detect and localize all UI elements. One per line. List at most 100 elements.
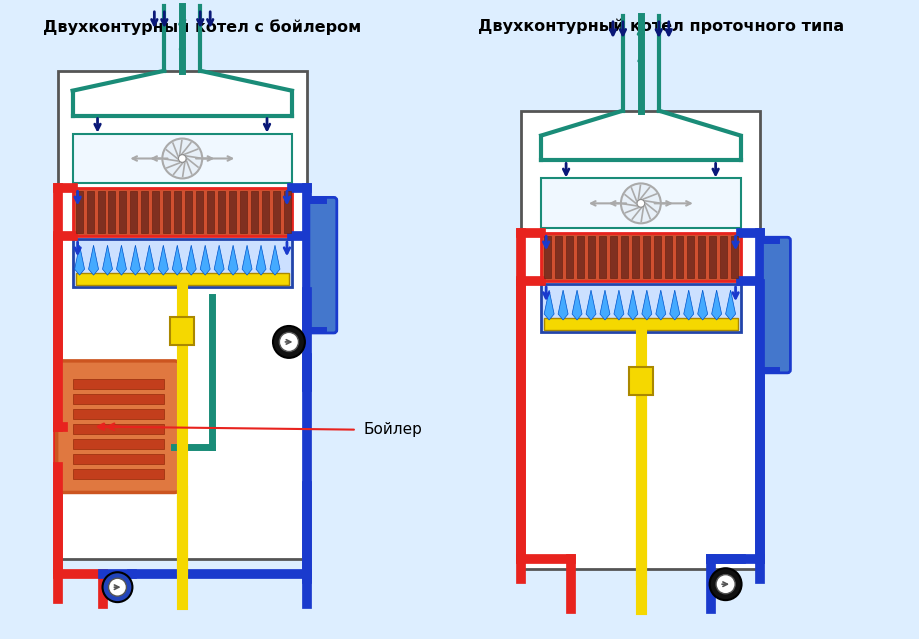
Bar (73, 424, 165, 434)
Bar (262, 192, 268, 233)
Bar (284, 192, 290, 233)
Bar (543, 236, 550, 278)
Bar (73, 189, 291, 236)
Bar (164, 192, 170, 233)
Polygon shape (558, 290, 567, 320)
Bar (218, 192, 225, 233)
Polygon shape (599, 290, 609, 320)
Bar (97, 192, 105, 233)
Bar (73, 239, 291, 287)
Polygon shape (117, 245, 126, 275)
Polygon shape (585, 290, 596, 320)
Bar (196, 192, 203, 233)
Bar (185, 192, 192, 233)
Bar (273, 192, 279, 233)
Bar (75, 192, 83, 233)
Polygon shape (269, 245, 279, 275)
Circle shape (178, 155, 186, 162)
Circle shape (709, 568, 741, 600)
Bar (565, 236, 573, 278)
Bar (664, 236, 671, 278)
Polygon shape (214, 245, 224, 275)
Bar (174, 192, 181, 233)
Bar (587, 236, 595, 278)
Polygon shape (74, 245, 85, 275)
Polygon shape (186, 245, 196, 275)
Polygon shape (641, 290, 652, 320)
Polygon shape (130, 245, 141, 275)
Polygon shape (697, 290, 707, 320)
FancyBboxPatch shape (762, 237, 789, 373)
Bar (675, 236, 682, 278)
Bar (170, 317, 194, 345)
Bar (598, 236, 606, 278)
Bar (708, 236, 715, 278)
Bar (653, 236, 660, 278)
Polygon shape (158, 245, 168, 275)
Bar (86, 192, 94, 233)
Bar (73, 454, 165, 463)
Bar (73, 134, 291, 183)
Polygon shape (102, 245, 112, 275)
Bar (58, 71, 307, 559)
Circle shape (715, 574, 734, 594)
Bar (686, 236, 693, 278)
Bar (251, 192, 257, 233)
Polygon shape (172, 245, 182, 275)
Bar (108, 192, 116, 233)
Polygon shape (669, 290, 679, 320)
Circle shape (273, 326, 304, 358)
Bar (576, 236, 584, 278)
Bar (119, 192, 126, 233)
Circle shape (636, 199, 644, 207)
Polygon shape (228, 245, 238, 275)
Bar (631, 236, 638, 278)
Polygon shape (144, 245, 154, 275)
Bar (73, 394, 165, 404)
Polygon shape (711, 290, 720, 320)
Bar (73, 438, 165, 449)
Polygon shape (242, 245, 252, 275)
Polygon shape (655, 290, 665, 320)
Bar (207, 192, 214, 233)
Bar (609, 236, 617, 278)
Bar (620, 236, 627, 278)
Polygon shape (613, 290, 623, 320)
Bar (719, 236, 726, 278)
Bar (730, 236, 737, 278)
Polygon shape (572, 290, 582, 320)
Polygon shape (725, 290, 735, 320)
Polygon shape (88, 245, 98, 275)
Bar (130, 192, 137, 233)
Bar (240, 192, 247, 233)
Bar (75, 273, 289, 285)
Bar (73, 409, 165, 419)
Bar (73, 379, 165, 389)
Polygon shape (255, 245, 266, 275)
Polygon shape (543, 290, 553, 320)
Bar (543, 318, 737, 330)
Bar (629, 367, 652, 395)
Bar (554, 236, 562, 278)
Bar (540, 178, 740, 228)
Circle shape (162, 139, 202, 178)
Text: Двухконтурный котел с бойлером: Двухконтурный котел с бойлером (43, 19, 361, 35)
Bar (540, 233, 740, 281)
Polygon shape (627, 290, 637, 320)
Text: Бойлер: Бойлер (363, 422, 422, 437)
FancyBboxPatch shape (57, 361, 180, 493)
Bar (73, 468, 165, 479)
Bar (153, 192, 159, 233)
Polygon shape (200, 245, 210, 275)
Bar (697, 236, 704, 278)
Bar (540, 284, 740, 332)
Bar (642, 236, 649, 278)
Bar (229, 192, 236, 233)
Circle shape (620, 183, 660, 223)
Bar (521, 111, 760, 569)
Circle shape (102, 572, 132, 602)
Circle shape (108, 578, 126, 596)
FancyBboxPatch shape (309, 197, 336, 333)
Polygon shape (683, 290, 693, 320)
Bar (142, 192, 148, 233)
